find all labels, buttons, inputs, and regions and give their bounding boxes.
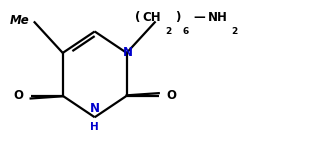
Text: CH: CH xyxy=(142,11,161,24)
Text: N: N xyxy=(123,46,133,59)
Text: 2: 2 xyxy=(165,27,171,36)
Text: NH: NH xyxy=(208,11,228,24)
Text: ): ) xyxy=(175,11,181,24)
Text: N: N xyxy=(90,102,100,115)
Text: O: O xyxy=(13,89,23,102)
Text: 2: 2 xyxy=(231,27,238,36)
Text: H: H xyxy=(90,122,99,132)
Text: 6: 6 xyxy=(183,27,189,36)
Text: —: — xyxy=(194,11,205,24)
Text: Me: Me xyxy=(10,14,29,26)
Text: O: O xyxy=(166,89,176,102)
Text: (: ( xyxy=(135,11,140,24)
